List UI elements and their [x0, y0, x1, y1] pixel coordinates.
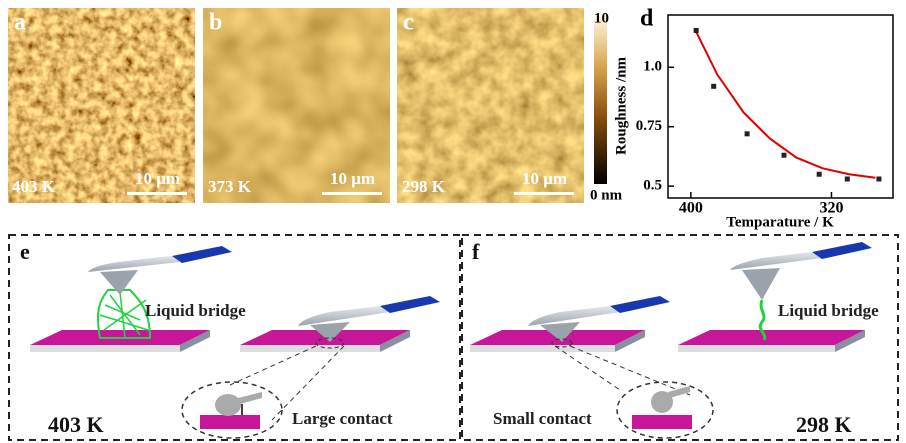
contact-label: Large contact	[292, 409, 393, 428]
data-point	[817, 172, 822, 177]
chip	[812, 242, 872, 259]
x-tick-label: 400	[679, 200, 703, 217]
afm-panel-b: b 373 K 10 μm	[203, 8, 390, 203]
data-point	[876, 176, 881, 181]
schematic-e: e Liquid bridge Large contact 403 K	[9, 235, 460, 440]
temperature: 298 K	[402, 177, 446, 196]
schematic-f: f Liquid bridge Small contact 298 K	[462, 235, 898, 440]
temperature: 403 K	[48, 412, 104, 437]
y-axis-label: Roughness /nm	[613, 57, 629, 155]
zoom-line	[555, 346, 690, 395]
contact-label: Small contact	[493, 409, 592, 428]
panel-label: a	[14, 10, 26, 36]
x-axis-label: Temparature / K	[726, 214, 834, 230]
data-point	[782, 153, 787, 158]
scale-bar	[127, 192, 187, 195]
scale-bar	[514, 192, 574, 195]
substrate-side	[678, 345, 835, 352]
colorbar-gradient	[594, 14, 607, 184]
afm-panel-c: c 298 K 10 μm	[397, 8, 584, 203]
zoom-substrate	[632, 415, 692, 429]
scale-bar-label: 10 μm	[330, 169, 375, 188]
panel-label: d	[640, 6, 654, 32]
zoom-tip	[215, 394, 241, 416]
colorbar-min: 0 nm	[590, 187, 623, 203]
zoom-beam	[238, 392, 262, 404]
chip	[380, 296, 440, 313]
y-tick-label: 0.5	[643, 178, 662, 194]
scale-bar-label: 10 μm	[135, 169, 180, 188]
zoom-substrate	[200, 415, 260, 429]
chip	[172, 246, 232, 263]
data-point	[694, 28, 699, 33]
temperature: 403 K	[12, 177, 56, 196]
data-point	[845, 176, 850, 181]
bridge-label: Liquid bridge	[145, 301, 246, 320]
substrate	[678, 330, 865, 345]
scale-bar-label: 10 μm	[522, 169, 567, 188]
data-point	[711, 84, 716, 89]
cantilever	[730, 251, 822, 270]
scale-bar	[322, 192, 382, 195]
substrate-side	[470, 345, 615, 352]
y-tick-label: 1.0	[643, 59, 662, 75]
temperature: 373 K	[208, 177, 252, 196]
afm-panel-a: a 403 K 10 μm	[8, 8, 195, 203]
panel-label: c	[403, 10, 414, 36]
data-point	[745, 131, 750, 136]
colorbar-max: 10	[594, 10, 609, 26]
roughness-chart: d Temparature / K Roughness /nm 0.5 0.75 1…	[613, 6, 893, 231]
bridge-label: Liquid bridge	[778, 301, 879, 320]
tip	[742, 268, 780, 300]
chip	[610, 296, 670, 313]
panel-label: e	[20, 239, 30, 264]
x-tick-label: 320	[819, 200, 843, 217]
substrate-side	[30, 345, 180, 352]
temperature: 298 K	[796, 412, 852, 437]
y-tick-label: 0.75	[636, 118, 662, 134]
panel-label: b	[209, 10, 222, 36]
figure: a 403 K 10 μm b 373 K 10 μm c 298 K 10 μ…	[0, 0, 906, 443]
cantilever	[88, 255, 180, 272]
substrate-side	[240, 345, 380, 352]
panel-label: f	[472, 239, 480, 264]
